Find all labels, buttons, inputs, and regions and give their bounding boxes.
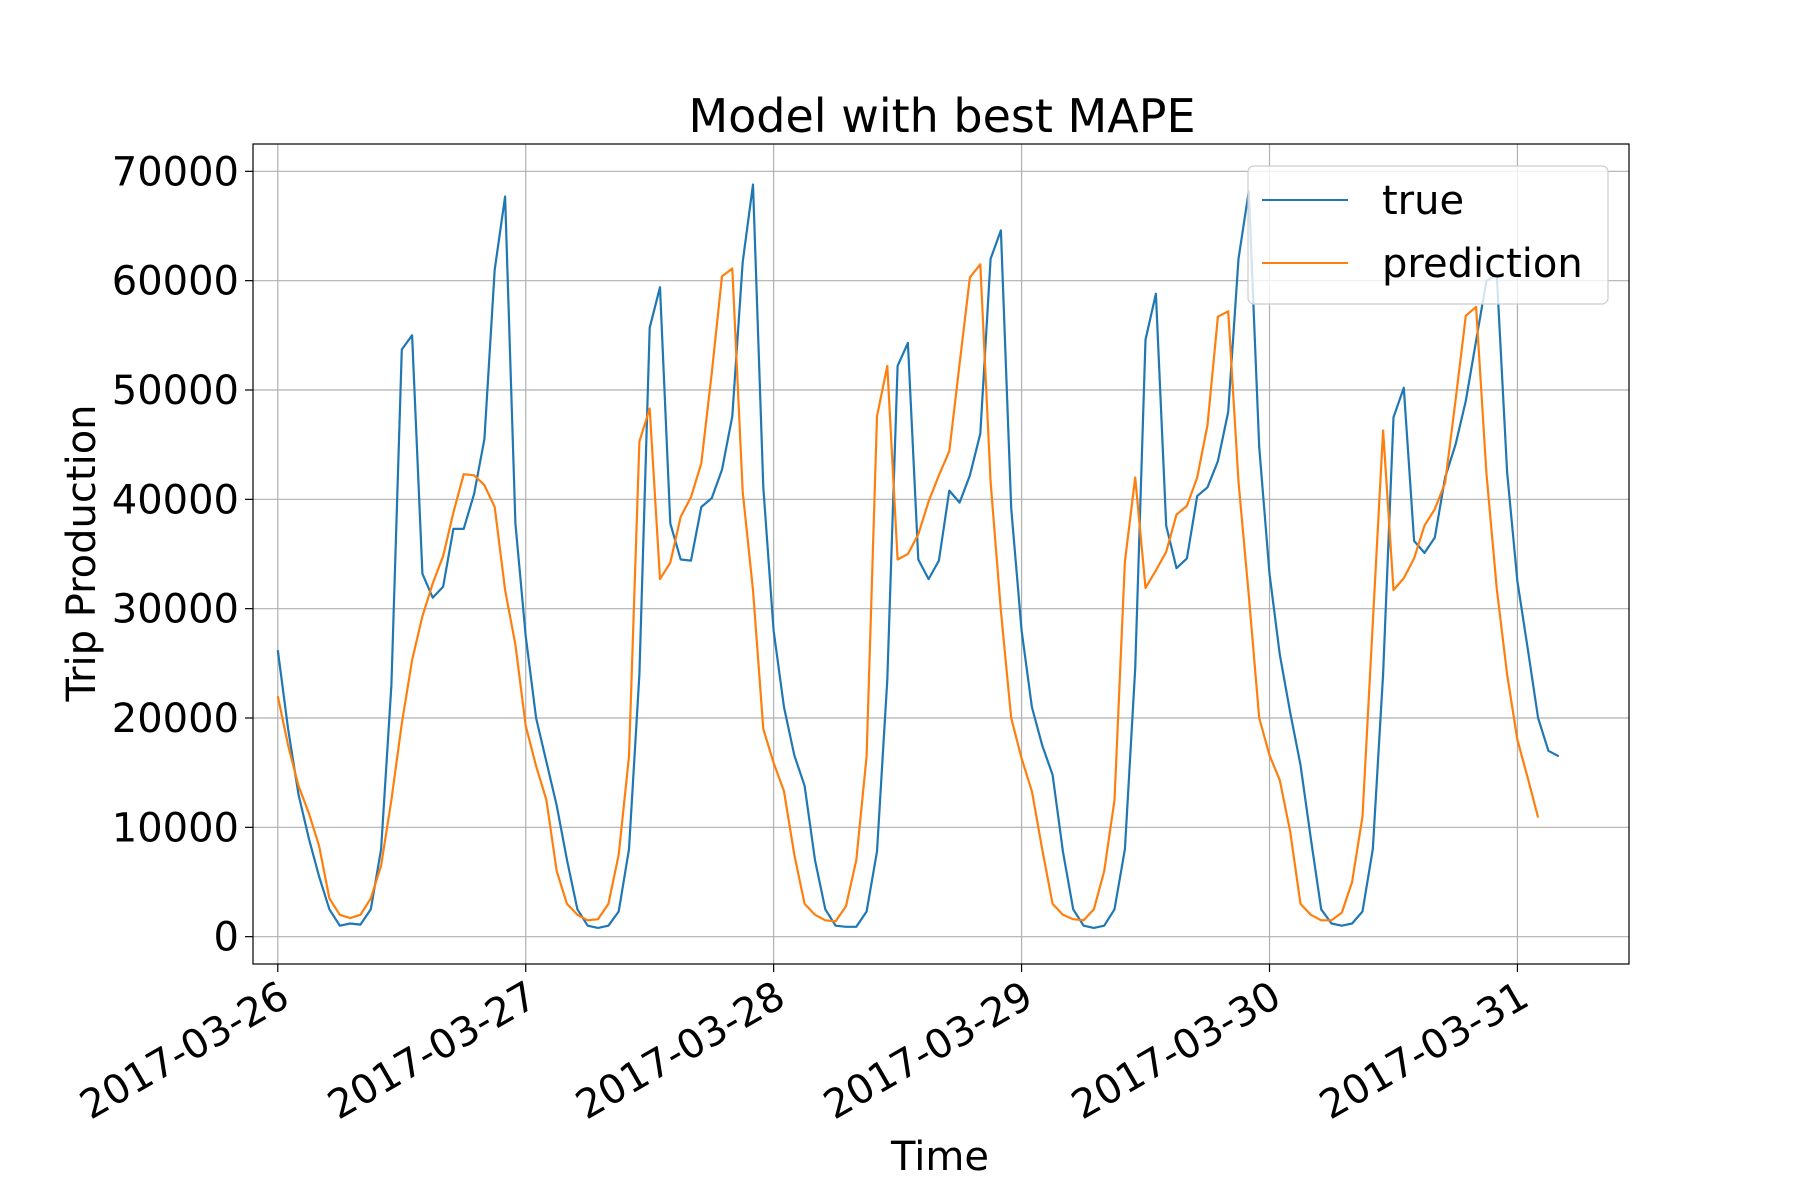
x-tick-label: 2017-03-28	[568, 973, 792, 1129]
legend-label-true: true	[1382, 178, 1464, 224]
x-tick-label: 2017-03-31	[1312, 973, 1536, 1129]
series-lines	[276, 183, 1560, 930]
y-tick-label: 30000	[112, 587, 239, 633]
y-tick-label: 10000	[112, 805, 239, 851]
y-axis-label: Trip Production	[59, 404, 105, 702]
x-tick-label: 2017-03-27	[320, 973, 544, 1129]
y-axis: 0 10000 20000 30000 40000 50000 60000 70000	[112, 149, 253, 961]
x-tick-label: 2017-03-29	[816, 973, 1040, 1129]
x-axis-label: Time	[890, 1134, 989, 1180]
series-line-prediction	[276, 263, 1540, 923]
x-tick-label: 2017-03-30	[1064, 973, 1288, 1129]
x-tick-label: 2017-03-26	[72, 973, 296, 1129]
chart-title: Model with best MAPE	[688, 89, 1195, 143]
y-tick-label: 20000	[112, 696, 239, 742]
y-tick-label: 40000	[112, 477, 239, 523]
x-axis: 2017-03-26 2017-03-27 2017-03-28 2017-03-29…	[72, 964, 1536, 1129]
grid	[253, 144, 1629, 964]
legend: true prediction	[1247, 165, 1609, 305]
y-tick-label: 60000	[112, 259, 239, 305]
y-tick-label: 0	[214, 915, 239, 961]
y-tick-label: 70000	[112, 149, 239, 195]
legend-label-prediction: prediction	[1382, 241, 1583, 287]
y-tick-label: 50000	[112, 368, 239, 414]
plot-area	[252, 143, 1630, 965]
series-line-true	[276, 183, 1560, 930]
